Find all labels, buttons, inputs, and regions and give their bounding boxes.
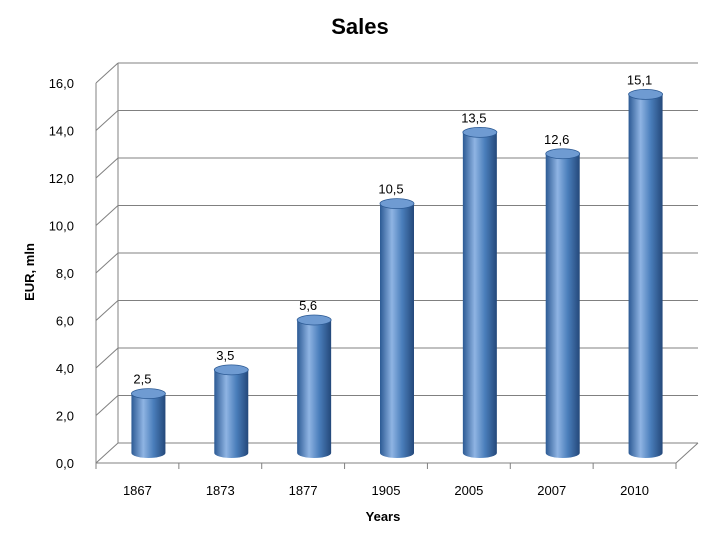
data-label: 5,6 [299, 298, 317, 313]
gridline-depth [95, 110, 119, 131]
y-axis-label: EUR, mln [22, 243, 37, 301]
gridline-depth [95, 442, 119, 464]
x-tick-label: 1867 [123, 483, 152, 498]
bars-layer [131, 88, 663, 458]
bar-top [462, 126, 498, 138]
x-tick-label: 1905 [372, 483, 401, 498]
bar [380, 203, 414, 458]
bar [131, 393, 166, 458]
y-tick-label: 10,0 [49, 219, 74, 234]
data-label: 13,5 [461, 110, 486, 125]
y-tick-label: 2,0 [56, 409, 74, 424]
y-tick-label: 8,0 [56, 266, 74, 281]
gridline-depth [95, 252, 119, 274]
labels-layer: 0,0 2,0 4,0 6,0 8,0 10,0 12,0 14,0 16,0 2,5 1867 3,… [49, 72, 653, 498]
bar [545, 153, 580, 458]
bar [214, 369, 249, 458]
data-label: 15,1 [627, 72, 652, 87]
x-tick-label: 1873 [206, 483, 235, 498]
bar-top [213, 364, 249, 376]
gridline-depth [95, 62, 119, 84]
bar [297, 320, 332, 458]
bar-top [628, 88, 663, 100]
bar-top [131, 388, 166, 400]
x-tick-label: 2010 [620, 483, 649, 498]
gridline-depth [95, 347, 119, 369]
bar-top [296, 314, 332, 326]
gridline-depth [95, 300, 119, 321]
x-tick-label: 2007 [537, 483, 566, 498]
gridline-depth [95, 157, 119, 179]
x-tick-label: 1877 [289, 483, 318, 498]
y-tick-label: 14,0 [49, 124, 74, 139]
chart-title: Sales [331, 14, 389, 39]
bar-top [379, 198, 415, 210]
bar [628, 94, 663, 458]
y-tick-label: 16,0 [49, 76, 74, 91]
y-tick-label: 0,0 [56, 456, 74, 471]
y-tick-label: 12,0 [49, 171, 74, 186]
gridline-depth [95, 205, 119, 226]
data-label: 12,6 [544, 132, 569, 147]
y-tick-label: 6,0 [56, 314, 74, 329]
data-label: 10,5 [378, 182, 403, 197]
y-tick-label: 4,0 [56, 361, 74, 376]
data-label: 2,5 [133, 372, 151, 387]
floor-right-edge [675, 442, 699, 464]
x-tick-label: 2005 [454, 483, 483, 498]
data-label: 3,5 [216, 348, 234, 363]
x-axis-label: Years [366, 509, 401, 524]
gridline-depth [95, 395, 119, 416]
bar [462, 132, 497, 458]
bar-top [545, 148, 581, 160]
